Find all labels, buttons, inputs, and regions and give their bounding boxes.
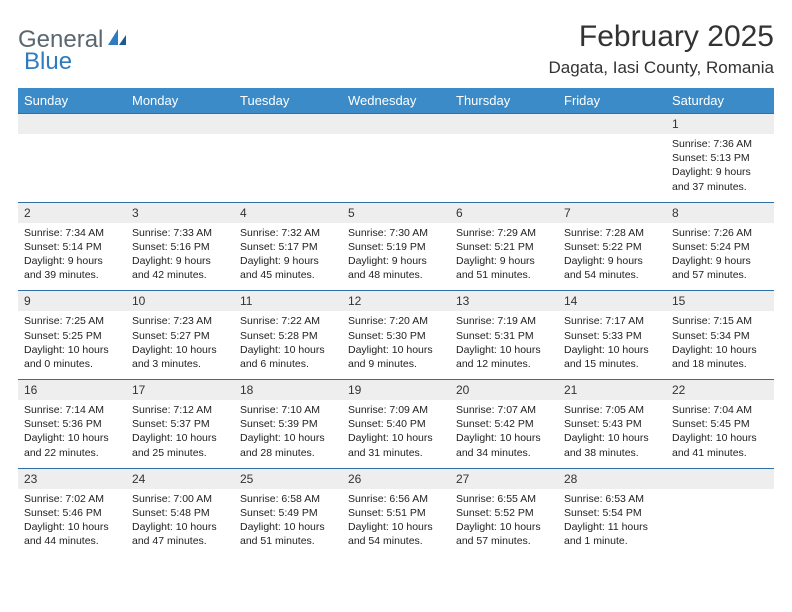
day-detail-cell: Sunrise: 7:10 AMSunset: 5:39 PMDaylight:… <box>234 400 342 468</box>
month-title: February 2025 <box>548 20 774 54</box>
day-number-cell: 20 <box>450 380 558 401</box>
week-daynum-row: 9101112131415 <box>18 291 774 312</box>
weekday-header: Tuesday <box>234 88 342 114</box>
day-detail-cell: Sunrise: 6:58 AMSunset: 5:49 PMDaylight:… <box>234 489 342 557</box>
day-number-cell <box>558 114 666 135</box>
day-number-cell: 21 <box>558 380 666 401</box>
day-detail-cell: Sunrise: 6:53 AMSunset: 5:54 PMDaylight:… <box>558 489 666 557</box>
day-number-cell: 5 <box>342 202 450 223</box>
day-number-cell: 8 <box>666 202 774 223</box>
day-detail-cell: Sunrise: 7:23 AMSunset: 5:27 PMDaylight:… <box>126 311 234 379</box>
day-number-cell: 15 <box>666 291 774 312</box>
day-number-cell: 19 <box>342 380 450 401</box>
day-number-cell: 16 <box>18 380 126 401</box>
day-detail-cell <box>666 489 774 557</box>
day-detail-cell: Sunrise: 7:14 AMSunset: 5:36 PMDaylight:… <box>18 400 126 468</box>
day-number-cell: 10 <box>126 291 234 312</box>
day-detail-cell: Sunrise: 7:15 AMSunset: 5:34 PMDaylight:… <box>666 311 774 379</box>
weekday-header-row: SundayMondayTuesdayWednesdayThursdayFrid… <box>18 88 774 114</box>
logo-word-2: Blue <box>24 48 72 76</box>
day-number-cell <box>126 114 234 135</box>
day-detail-cell: Sunrise: 7:02 AMSunset: 5:46 PMDaylight:… <box>18 489 126 557</box>
week-daynum-row: 2345678 <box>18 202 774 223</box>
day-detail-cell: Sunrise: 7:30 AMSunset: 5:19 PMDaylight:… <box>342 223 450 291</box>
day-detail-cell: Sunrise: 7:34 AMSunset: 5:14 PMDaylight:… <box>18 223 126 291</box>
day-number-cell <box>342 114 450 135</box>
weekday-header: Friday <box>558 88 666 114</box>
day-detail-cell: Sunrise: 7:20 AMSunset: 5:30 PMDaylight:… <box>342 311 450 379</box>
day-number-cell <box>450 114 558 135</box>
day-number-cell: 2 <box>18 202 126 223</box>
day-number-cell: 28 <box>558 468 666 489</box>
day-detail-cell: Sunrise: 6:56 AMSunset: 5:51 PMDaylight:… <box>342 489 450 557</box>
day-detail-cell <box>342 134 450 202</box>
day-detail-cell: Sunrise: 7:05 AMSunset: 5:43 PMDaylight:… <box>558 400 666 468</box>
day-number-cell: 13 <box>450 291 558 312</box>
day-detail-cell: Sunrise: 6:55 AMSunset: 5:52 PMDaylight:… <box>450 489 558 557</box>
day-detail-cell <box>558 134 666 202</box>
day-detail-cell: Sunrise: 7:25 AMSunset: 5:25 PMDaylight:… <box>18 311 126 379</box>
week-detail-row: Sunrise: 7:34 AMSunset: 5:14 PMDaylight:… <box>18 223 774 291</box>
week-detail-row: Sunrise: 7:02 AMSunset: 5:46 PMDaylight:… <box>18 489 774 557</box>
day-detail-cell: Sunrise: 7:26 AMSunset: 5:24 PMDaylight:… <box>666 223 774 291</box>
day-detail-cell: Sunrise: 7:17 AMSunset: 5:33 PMDaylight:… <box>558 311 666 379</box>
week-daynum-row: 232425262728 <box>18 468 774 489</box>
day-number-cell: 22 <box>666 380 774 401</box>
day-number-cell: 11 <box>234 291 342 312</box>
day-number-cell: 17 <box>126 380 234 401</box>
day-number-cell <box>234 114 342 135</box>
day-number-cell: 18 <box>234 380 342 401</box>
weekday-header: Sunday <box>18 88 126 114</box>
week-daynum-row: 1 <box>18 114 774 135</box>
weekday-header: Monday <box>126 88 234 114</box>
day-detail-cell: Sunrise: 7:00 AMSunset: 5:48 PMDaylight:… <box>126 489 234 557</box>
day-detail-cell: Sunrise: 7:36 AMSunset: 5:13 PMDaylight:… <box>666 134 774 202</box>
day-number-cell: 23 <box>18 468 126 489</box>
day-detail-cell: Sunrise: 7:28 AMSunset: 5:22 PMDaylight:… <box>558 223 666 291</box>
day-number-cell: 9 <box>18 291 126 312</box>
weekday-header: Thursday <box>450 88 558 114</box>
day-detail-cell <box>126 134 234 202</box>
day-number-cell: 26 <box>342 468 450 489</box>
day-detail-cell: Sunrise: 7:07 AMSunset: 5:42 PMDaylight:… <box>450 400 558 468</box>
location: Dagata, Iasi County, Romania <box>548 58 774 78</box>
day-detail-cell: Sunrise: 7:22 AMSunset: 5:28 PMDaylight:… <box>234 311 342 379</box>
week-detail-row: Sunrise: 7:14 AMSunset: 5:36 PMDaylight:… <box>18 400 774 468</box>
day-detail-cell: Sunrise: 7:32 AMSunset: 5:17 PMDaylight:… <box>234 223 342 291</box>
day-number-cell: 12 <box>342 291 450 312</box>
day-detail-cell <box>18 134 126 202</box>
day-number-cell: 4 <box>234 202 342 223</box>
day-number-cell <box>18 114 126 135</box>
weekday-header: Wednesday <box>342 88 450 114</box>
week-detail-row: Sunrise: 7:36 AMSunset: 5:13 PMDaylight:… <box>18 134 774 202</box>
day-detail-cell: Sunrise: 7:29 AMSunset: 5:21 PMDaylight:… <box>450 223 558 291</box>
day-number-cell: 24 <box>126 468 234 489</box>
day-detail-cell: Sunrise: 7:04 AMSunset: 5:45 PMDaylight:… <box>666 400 774 468</box>
weekday-header: Saturday <box>666 88 774 114</box>
day-detail-cell: Sunrise: 7:09 AMSunset: 5:40 PMDaylight:… <box>342 400 450 468</box>
day-detail-cell <box>234 134 342 202</box>
header: General February 2025 Dagata, Iasi Count… <box>18 20 774 78</box>
day-number-cell: 25 <box>234 468 342 489</box>
logo-sail-icon <box>106 26 128 54</box>
title-block: February 2025 Dagata, Iasi County, Roman… <box>548 20 774 78</box>
day-detail-cell: Sunrise: 7:19 AMSunset: 5:31 PMDaylight:… <box>450 311 558 379</box>
day-number-cell: 3 <box>126 202 234 223</box>
day-number-cell <box>666 468 774 489</box>
week-detail-row: Sunrise: 7:25 AMSunset: 5:25 PMDaylight:… <box>18 311 774 379</box>
calendar-table: SundayMondayTuesdayWednesdayThursdayFrid… <box>18 88 774 556</box>
day-number-cell: 14 <box>558 291 666 312</box>
day-number-cell: 1 <box>666 114 774 135</box>
week-daynum-row: 16171819202122 <box>18 380 774 401</box>
day-detail-cell: Sunrise: 7:33 AMSunset: 5:16 PMDaylight:… <box>126 223 234 291</box>
day-number-cell: 6 <box>450 202 558 223</box>
day-detail-cell <box>450 134 558 202</box>
day-number-cell: 7 <box>558 202 666 223</box>
day-detail-cell: Sunrise: 7:12 AMSunset: 5:37 PMDaylight:… <box>126 400 234 468</box>
day-number-cell: 27 <box>450 468 558 489</box>
